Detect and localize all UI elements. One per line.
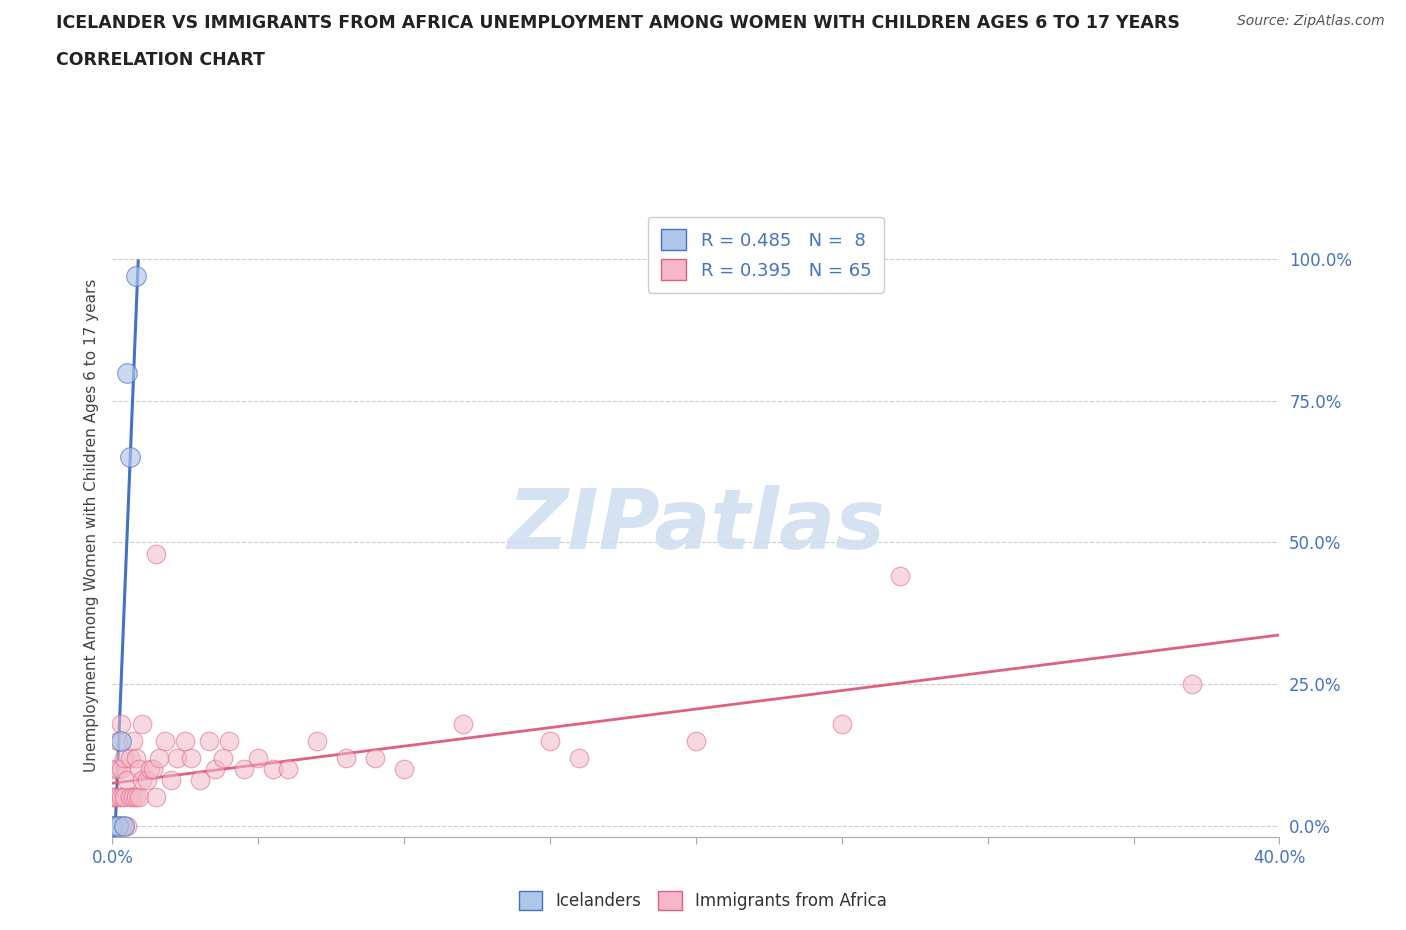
Point: [451, 716, 474, 731]
Point: [104, 790, 127, 804]
Point: [107, 733, 129, 748]
Point: [148, 751, 170, 765]
Point: [110, 733, 132, 748]
Text: Source: ZipAtlas.com: Source: ZipAtlas.com: [1237, 14, 1385, 28]
Point: [212, 751, 235, 765]
Point: [107, 818, 129, 833]
Point: [247, 751, 270, 765]
Point: [122, 733, 145, 748]
Point: [131, 716, 153, 731]
Point: [104, 762, 127, 777]
Point: [335, 751, 357, 765]
Point: [104, 818, 127, 833]
Point: [160, 773, 183, 788]
Point: [101, 790, 124, 804]
Text: ZIPatlas: ZIPatlas: [508, 485, 884, 566]
Point: [112, 818, 135, 833]
Point: [197, 733, 219, 748]
Point: [110, 716, 132, 731]
Point: [538, 733, 561, 748]
Point: [118, 450, 141, 465]
Point: [112, 790, 135, 804]
Point: [276, 762, 298, 777]
Point: [112, 818, 135, 833]
Y-axis label: Unemployment Among Women with Children Ages 6 to 17 years: Unemployment Among Women with Children A…: [83, 279, 98, 772]
Point: [107, 762, 129, 777]
Point: [1181, 677, 1204, 692]
Point: [110, 762, 132, 777]
Point: [118, 790, 141, 804]
Point: [685, 733, 707, 748]
Point: [131, 773, 153, 788]
Point: [145, 790, 167, 804]
Point: [128, 790, 150, 804]
Point: [174, 733, 197, 748]
Point: [128, 762, 150, 777]
Point: [101, 818, 124, 833]
Point: [262, 762, 284, 777]
Point: [232, 762, 254, 777]
Point: [115, 818, 138, 833]
Point: [101, 818, 124, 833]
Legend: R = 0.485   N =  8, R = 0.395   N = 65: R = 0.485 N = 8, R = 0.395 N = 65: [648, 217, 884, 293]
Point: [305, 733, 328, 748]
Point: [101, 818, 124, 833]
Point: [889, 569, 911, 584]
Text: CORRELATION CHART: CORRELATION CHART: [56, 51, 266, 69]
Point: [101, 818, 124, 833]
Point: [136, 773, 159, 788]
Point: [218, 733, 240, 748]
Point: [104, 818, 127, 833]
Point: [568, 751, 591, 765]
Point: [107, 818, 129, 833]
Point: [110, 790, 132, 804]
Point: [125, 751, 148, 765]
Point: [180, 751, 202, 765]
Point: [153, 733, 176, 748]
Point: [364, 751, 387, 765]
Point: [107, 790, 129, 804]
Point: [115, 365, 138, 380]
Point: [166, 751, 188, 765]
Point: [125, 269, 148, 284]
Legend: Icelanders, Immigrants from Africa: Icelanders, Immigrants from Africa: [512, 884, 894, 917]
Point: [101, 818, 124, 833]
Point: [188, 773, 211, 788]
Point: [107, 818, 129, 833]
Point: [145, 546, 167, 561]
Point: [110, 818, 132, 833]
Point: [125, 790, 148, 804]
Point: [122, 790, 145, 804]
Point: [115, 773, 138, 788]
Point: [118, 751, 141, 765]
Point: [101, 818, 124, 833]
Point: [392, 762, 416, 777]
Point: [204, 762, 226, 777]
Text: ICELANDER VS IMMIGRANTS FROM AFRICA UNEMPLOYMENT AMONG WOMEN WITH CHILDREN AGES : ICELANDER VS IMMIGRANTS FROM AFRICA UNEM…: [56, 14, 1180, 32]
Point: [139, 762, 162, 777]
Point: [110, 818, 132, 833]
Point: [831, 716, 853, 731]
Point: [112, 751, 135, 765]
Point: [142, 762, 165, 777]
